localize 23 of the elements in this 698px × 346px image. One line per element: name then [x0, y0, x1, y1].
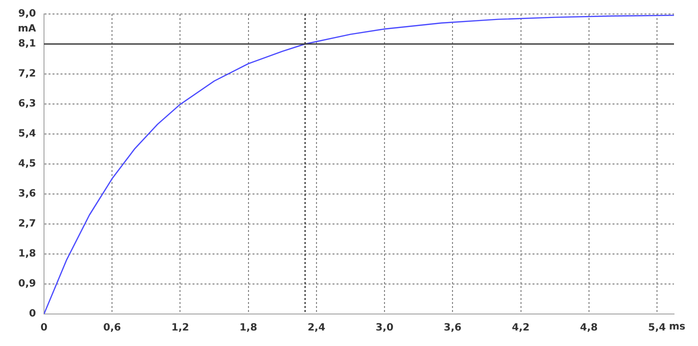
x-tick-label: 4,8: [580, 322, 598, 334]
y-tick-label: 5,4: [18, 128, 36, 140]
y-tick-label: 0,9: [18, 278, 36, 290]
y-tick-label: 2,7: [18, 218, 36, 230]
x-tick-label: 0: [40, 322, 48, 334]
x-tick-label: 2,4: [308, 322, 326, 334]
x-tick-label: 4,2: [512, 322, 530, 334]
y-tick-label: 3,6: [18, 188, 36, 200]
x-axis-title: ms: [668, 322, 686, 333]
y-tick-label: 8,1: [18, 38, 36, 50]
y-axis-title: mA: [18, 24, 36, 35]
y-tick-label: 0: [29, 308, 36, 320]
x-tick-label: 1,8: [239, 322, 258, 334]
x-tick-label: 0,6: [103, 322, 122, 334]
x-tick-label: 1,2: [171, 322, 190, 334]
y-tick-label: 7,2: [18, 68, 36, 80]
y-tick-label: 9,0: [18, 8, 36, 20]
x-tick-label: 3,0: [376, 322, 394, 334]
y-tick-label: 6,3: [18, 98, 36, 110]
x-tick-label: 3,6: [444, 322, 462, 334]
y-tick-label: 4,5: [18, 158, 36, 170]
y-tick-label: 1,8: [18, 248, 36, 260]
x-tick-label: 5,4: [648, 322, 666, 334]
